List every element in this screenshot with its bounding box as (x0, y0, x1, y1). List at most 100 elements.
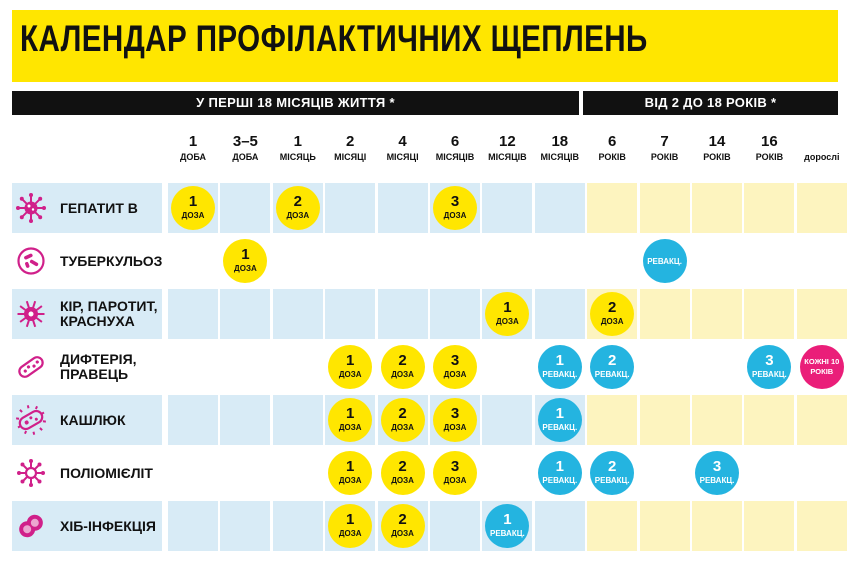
column-header-value: 2 (346, 133, 355, 150)
adult-badge: кожні 10 років (799, 345, 844, 389)
dose-badge: 2 доза (380, 451, 425, 495)
column-header-value: 12 (499, 133, 516, 150)
dose-number: 2 (608, 299, 617, 316)
column-header-unit: доба (232, 152, 259, 162)
vaccine-row: ХІБ-ІНФЕКЦІЯ 1 доза 2 доза 1 ревакц. (12, 501, 847, 551)
schedule-cell (534, 501, 585, 551)
dose-number: 2 (608, 458, 617, 475)
vaccine-row: ГЕПАТИТ В 1 доза 2 доза 3 доза (12, 183, 847, 233)
schedule-cell (692, 289, 742, 339)
dose-label: доза (443, 211, 467, 220)
dose-label: ревакц. (752, 370, 787, 379)
dose-badge: 1 доза (223, 239, 268, 283)
column-header: 16 років (743, 133, 795, 164)
schedule-cell (168, 289, 218, 339)
schedule-cell (325, 236, 376, 286)
column-header-value: 14 (708, 133, 726, 150)
vaccine-name: ТУБЕРКУЛЬОЗ (60, 236, 162, 286)
schedule-cell (796, 501, 847, 551)
dose-label: доза (234, 264, 257, 273)
vaccine-name: ДИФТЕРІЯ, ПРАВЕЦЬ (60, 342, 137, 392)
dose-label: ревакц. (594, 370, 630, 379)
schedule-cell (482, 395, 533, 445)
schedule-cell (482, 448, 533, 498)
schedule-cell (377, 183, 428, 233)
dose-number: 3 (450, 405, 460, 422)
column-header-value: 3–5 (232, 133, 258, 150)
revaccination-badge: 1 ревакц. (485, 504, 530, 548)
dose-badge: 1 доза (328, 398, 373, 442)
dose-number: 1 (346, 405, 355, 422)
dose-label: ревакц. (542, 476, 578, 485)
dose-number: 2 (608, 352, 617, 369)
dose-number: 1 (188, 193, 198, 210)
column-header-value: 6 (450, 133, 460, 150)
virus-icon (16, 193, 46, 223)
column-header: 4 місяці (377, 133, 429, 164)
revaccination-badge: ревакц. (642, 239, 687, 283)
column-header: 6 років (586, 133, 638, 164)
column-header-unit: місяці (386, 152, 419, 162)
schedule-cell (272, 236, 323, 286)
vaccine-row: КАШЛЮК 1 доза 2 доза 3 доза 1 ревакц. (12, 395, 847, 445)
dose-number: 3 (712, 458, 722, 475)
dose-number: 1 (555, 352, 564, 369)
column-header-value: 7 (660, 133, 669, 150)
schedule-cell (744, 395, 795, 445)
schedule-cell (639, 183, 690, 233)
column-header-unit: років (650, 152, 679, 162)
dose-label: кожні 10 років (804, 357, 840, 376)
schedule-cell (744, 183, 795, 233)
dose-label: доза (181, 211, 205, 220)
schedule-cell (482, 236, 533, 286)
revaccination-badge: 1 ревакц. (537, 345, 582, 389)
schedule-cell (692, 183, 742, 233)
column-header-value: 16 (761, 133, 778, 150)
dose-number: 3 (450, 352, 460, 369)
dose-badge: 2 доза (380, 504, 425, 548)
dose-number: 2 (398, 352, 407, 369)
schedule-cell (220, 342, 271, 392)
schedule-cell (220, 501, 271, 551)
schedule-cell (639, 395, 690, 445)
dose-label: доза (496, 317, 519, 326)
dose-badge: 1 доза (328, 451, 373, 495)
column-header-unit: місяці (334, 152, 367, 162)
column-header: 3–5 доба (219, 133, 271, 164)
schedule-cell (168, 448, 218, 498)
bacteria-dish-icon (16, 246, 46, 276)
dose-badge: 1 доза (328, 504, 373, 548)
schedule-cell (272, 342, 323, 392)
dose-label: доза (338, 529, 362, 538)
schedule-cell (639, 501, 690, 551)
schedule-cell (168, 395, 218, 445)
dose-badge: 2 доза (590, 292, 635, 336)
row-label-panel (12, 342, 162, 392)
dose-label: доза (338, 423, 362, 432)
vaccine-name-text: ТУБЕРКУЛЬОЗ (60, 252, 163, 269)
schedule-cell (639, 342, 690, 392)
dose-number: 1 (241, 246, 250, 263)
dose-label: доза (391, 423, 414, 432)
dose-number: 2 (398, 458, 407, 475)
vaccine-name-text: ПОЛІОМІЄЛІТ (60, 464, 153, 481)
vaccine-name-text: ХІБ-ІНФЕКЦІЯ (60, 517, 156, 534)
column-header: 14 років (691, 133, 743, 164)
schedule-cell (220, 395, 271, 445)
dose-number: 1 (503, 299, 512, 316)
schedule-cell (692, 342, 742, 392)
schedule-cell (796, 289, 847, 339)
dose-label: доза (338, 370, 362, 379)
dose-label: ревакц. (490, 529, 525, 538)
dose-badge: 2 доза (380, 345, 425, 389)
schedule-cell (639, 448, 690, 498)
column-header-unit: місяців (540, 152, 580, 162)
schedule-cell (220, 448, 271, 498)
dose-badge: 3 доза (433, 451, 477, 495)
dose-badge: 1 доза (485, 292, 530, 336)
revaccination-badge: 2 ревакц. (590, 451, 635, 495)
vaccine-row: ДИФТЕРІЯ, ПРАВЕЦЬ 1 доза 2 доза 3 доза 1 ревакц.… (12, 342, 847, 392)
schedule-cell (325, 183, 376, 233)
column-header-value: 6 (608, 133, 617, 150)
dose-badge: 1 доза (171, 186, 215, 230)
